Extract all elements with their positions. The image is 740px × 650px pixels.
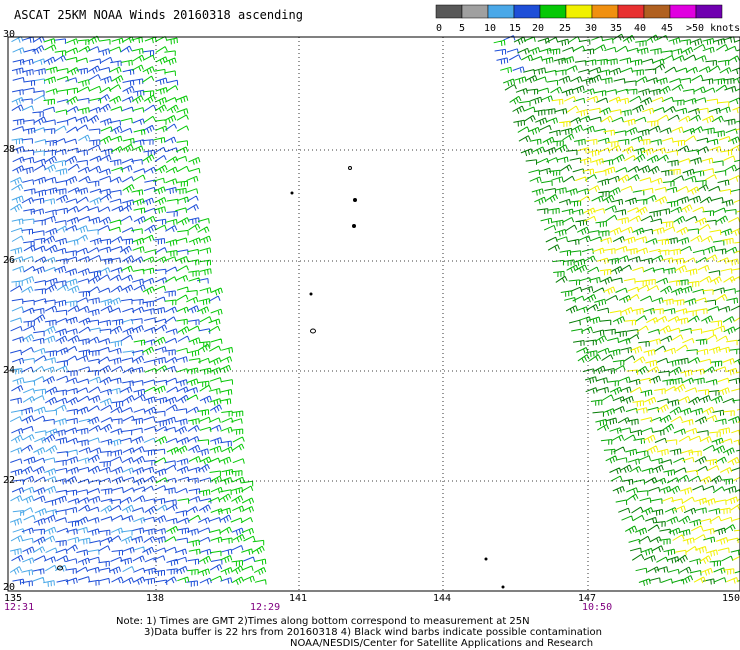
legend-label: 10 [484,23,496,34]
legend-label: 15 [509,23,521,34]
plot-frame [7,36,740,592]
pass-time-label: 10:50 [582,602,612,613]
lat-tick-label: 26 [3,255,15,266]
island-mark [309,292,313,296]
wind-barbs [10,35,525,587]
island-mark [57,565,63,571]
island-mark [348,166,352,170]
lat-tick-label: 28 [3,144,15,155]
island-mark [290,191,294,195]
lon-tick-label: 147 [578,593,596,604]
wind-barb-swaths [9,33,740,587]
legend-label: 5 [459,23,465,34]
legend-label: 25 [559,23,571,34]
lat-tick-label: 30 [3,29,15,40]
lon-tick-label: 141 [289,593,307,604]
island-outlines [57,166,505,589]
lat-lon-grid [8,37,740,591]
legend-label: 40 [634,23,646,34]
legend-label: 0 [436,23,442,34]
island-mark [501,585,505,589]
island-mark [352,224,356,228]
lat-tick-label: 24 [3,365,15,376]
legend-label: >50 knots [686,23,740,34]
lon-tick-label: 144 [433,593,451,604]
lat-tick-label: 20 [3,582,15,593]
legend-swatch [695,4,723,19]
legend-label: 20 [532,23,544,34]
wind-speed-legend: 0 5 10 15 20 25 30 35 40 45 >50 knots [435,4,740,34]
island-mark [484,557,488,561]
lon-tick-label: 150 [722,593,740,604]
lat-tick-label: 22 [3,475,15,486]
map-title: ASCAT 25KM NOAA Winds 20160318 ascending [14,8,303,22]
legend-label: 30 [585,23,597,34]
wind-barbs [43,35,512,585]
wind-barbs [551,95,740,584]
note-line-3: NOAA/NESDIS/Center for Satellite Applica… [290,638,594,649]
legend-label: 45 [661,23,673,34]
pass-time-label: 12:31 [4,602,34,613]
lon-tick-label: 135 [4,593,22,604]
lon-tick-label: 138 [146,593,164,604]
note-line-2: 3)Data buffer is 22 hrs from 20160318 4)… [144,627,602,638]
island-mark [353,198,357,202]
island-mark [310,328,316,334]
wind-barbs [9,36,168,587]
note-line-1: Note: 1) Times are GMT 2)Times along bot… [116,616,530,627]
legend-label: 35 [610,23,622,34]
pass-time-label: 12:29 [250,602,280,613]
